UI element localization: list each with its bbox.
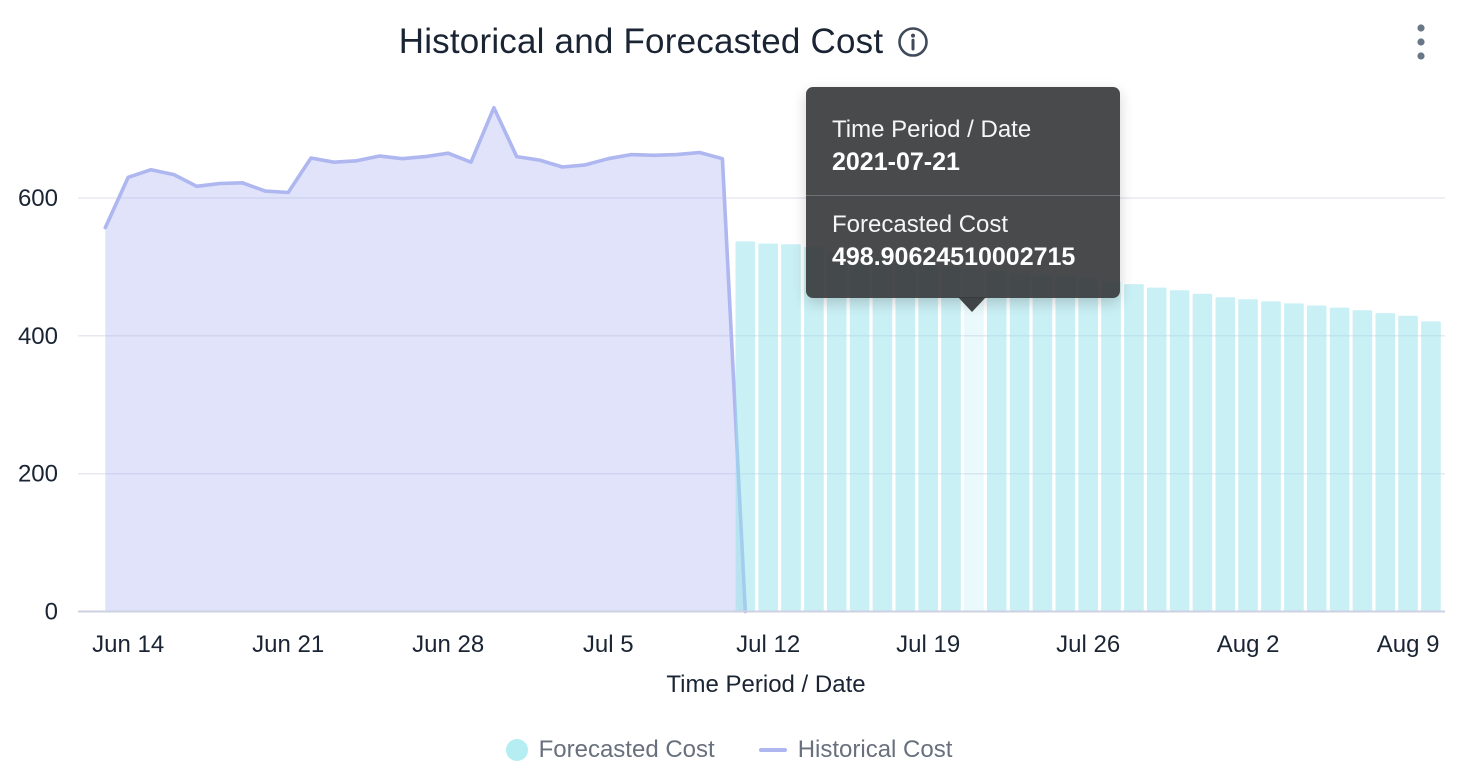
chart-header: Historical and Forecasted Cost — [0, 22, 1458, 62]
tooltip-header-label: Time Period / Date — [832, 116, 1032, 143]
forecast-bar[interactable] — [941, 266, 961, 612]
forecast-bar[interactable] — [781, 244, 801, 612]
forecast-bar[interactable] — [1169, 290, 1190, 612]
forecast-bar[interactable] — [1192, 293, 1213, 612]
tooltip-header: Time Period / Date 2021-07-21 — [806, 87, 1120, 195]
legend-label: Historical Cost — [797, 736, 953, 763]
tooltip-series-label: Forecasted Cost — [832, 211, 1009, 238]
forecast-bar[interactable] — [758, 243, 778, 612]
forecast-bar[interactable] — [1009, 273, 1030, 612]
historical-cost-line — [103, 105, 748, 614]
forecast-bar[interactable] — [1238, 299, 1258, 612]
y-tick-label: 600 — [18, 185, 58, 212]
kebab-menu-button[interactable] — [1408, 20, 1434, 64]
x-tick-label: Aug 2 — [1217, 631, 1280, 658]
info-icon[interactable] — [897, 26, 929, 58]
forecast-bar[interactable] — [826, 252, 847, 612]
x-tick-label: Jul 12 — [736, 631, 800, 658]
chart-legend: Forecasted Cost Historical Cost — [0, 734, 1458, 766]
forecast-bar[interactable] — [1078, 278, 1098, 612]
forecast-bar[interactable] — [895, 260, 916, 612]
forecast-bar[interactable] — [1146, 287, 1167, 612]
x-axis-title: Time Period / Date — [666, 671, 865, 698]
forecast-bar-highlighted[interactable] — [964, 267, 984, 612]
forecast-bar[interactable] — [1101, 281, 1121, 612]
forecast-bar[interactable] — [1329, 307, 1350, 612]
forecast-bar[interactable] — [1032, 275, 1053, 612]
x-tick-label: Jun 28 — [412, 631, 484, 658]
forecast-bar[interactable] — [1398, 315, 1418, 612]
legend-item-historical-cost[interactable]: Historical Cost — [758, 736, 953, 764]
forecast-bar[interactable] — [1124, 284, 1144, 612]
kebab-menu-icon — [1417, 24, 1425, 60]
forecast-bar[interactable] — [849, 255, 870, 612]
forecasted-cost-swatch-icon — [505, 739, 528, 761]
forecast-bar[interactable] — [1215, 297, 1236, 612]
legend-item-forecasted-cost[interactable]: Forecasted Cost — [505, 736, 715, 764]
forecast-bar[interactable] — [918, 264, 938, 612]
chart-tooltip: Time Period / Date 2021-07-21 Forecasted… — [806, 87, 1120, 312]
forecast-bar[interactable] — [735, 241, 756, 612]
forecast-bar[interactable] — [804, 246, 824, 612]
x-tick-label: Jun 21 — [252, 631, 324, 658]
forecast-bar[interactable] — [1284, 303, 1304, 612]
x-tick-label: Jul 19 — [896, 631, 960, 658]
x-tick-label: Jun 14 — [92, 631, 164, 658]
forecast-bar[interactable] — [1375, 313, 1396, 612]
tooltip-header-value: 2021-07-21 — [832, 148, 960, 176]
forecast-bar[interactable] — [1055, 276, 1076, 612]
tooltip-caret — [958, 297, 986, 312]
tooltip-series-row: Forecasted Cost 498.90624510002715 — [806, 195, 1120, 298]
historical-cost-area — [105, 107, 746, 612]
x-tick-label: Aug 9 — [1377, 631, 1440, 658]
y-tick-label: 0 — [45, 599, 58, 626]
historical-cost-swatch-icon — [758, 748, 787, 752]
tooltip-series-value: 498.90624510002715 — [832, 243, 1076, 271]
x-tick-label: Jul 5 — [583, 631, 634, 658]
x-tick-label: Jul 26 — [1056, 631, 1120, 658]
forecast-bar[interactable] — [1306, 305, 1327, 612]
y-tick-label: 400 — [18, 323, 58, 350]
forecast-bar[interactable] — [986, 271, 1007, 612]
forecast-bar[interactable] — [872, 258, 893, 612]
legend-label: Forecasted Cost — [538, 736, 715, 763]
y-tick-label: 200 — [18, 461, 58, 488]
forecast-bar[interactable] — [1261, 301, 1281, 612]
forecast-bar[interactable] — [1352, 310, 1373, 612]
page-title: Historical and Forecasted Cost — [398, 22, 884, 61]
forecast-bar[interactable] — [1421, 321, 1441, 612]
